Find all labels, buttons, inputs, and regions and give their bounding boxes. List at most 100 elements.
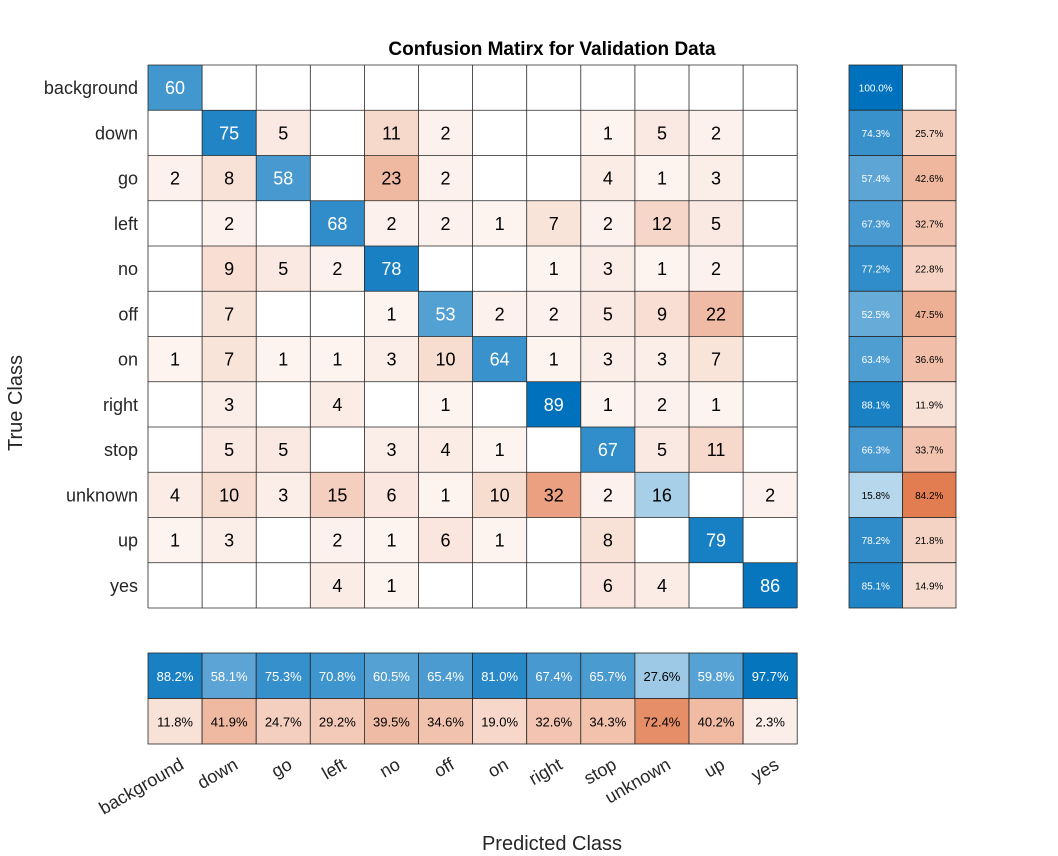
matrix-cell (310, 246, 365, 292)
matrix-cell (526, 200, 581, 246)
matrix-cell (634, 65, 689, 111)
cell-value: 4 (441, 440, 451, 460)
cell-value: 2 (603, 214, 613, 234)
row-label: unknown (66, 485, 138, 505)
cell-value: 2 (711, 259, 721, 279)
matrix-cell (364, 246, 419, 292)
matrix-cell (580, 155, 635, 201)
cell-value: 1 (278, 350, 288, 370)
matrix-cell (472, 517, 527, 563)
row-summary-correct-cell (848, 200, 903, 247)
cell-value: 3 (386, 440, 396, 460)
row-summary-incorrect-cell (902, 245, 957, 292)
cell-value: 7 (224, 304, 234, 324)
matrix-cell (364, 336, 419, 382)
row-summary-correct-value: 15.8% (862, 491, 890, 502)
column-summary-correct-value: 81.0% (481, 669, 518, 684)
matrix-cell (526, 336, 581, 382)
matrix-cell (580, 200, 635, 246)
cell-value: 3 (603, 350, 613, 370)
cell-value: 5 (657, 123, 667, 143)
matrix-cell (472, 65, 527, 111)
column-summary-incorrect-value: 32.6% (535, 714, 572, 729)
row-summary-incorrect-value: 84.2% (915, 491, 943, 502)
matrix-cell (256, 427, 311, 473)
matrix-cell (526, 517, 581, 563)
row-summary-correct-cell (848, 381, 903, 428)
matrix-cell (743, 65, 798, 111)
cell-value: 5 (224, 440, 234, 460)
column-summary-incorrect-cell (526, 698, 582, 745)
y-axis-label: True Class (5, 355, 27, 451)
cell-value: 68 (327, 214, 347, 234)
cell-value: 3 (386, 350, 396, 370)
matrix-cell (418, 472, 473, 518)
column-summary-incorrect-value: 11.8% (157, 714, 193, 729)
matrix-cell (148, 472, 203, 518)
cell-value: 3 (657, 350, 667, 370)
column-summary-incorrect-value: 34.6% (427, 714, 464, 729)
column-summary-correct-cell (634, 652, 690, 699)
row-summary-incorrect-value: 25.7% (915, 129, 943, 140)
row-summary-correct-value: 78.2% (862, 536, 890, 547)
cell-value: 75 (219, 123, 239, 143)
matrix-cell (418, 381, 473, 427)
cell-value: 5 (278, 259, 288, 279)
matrix-grid (147, 64, 798, 609)
cell-value: 89 (544, 395, 564, 415)
matrix-cell (148, 291, 203, 337)
row-summary-correct-value: 88.1% (862, 400, 890, 411)
cell-value: 86 (760, 576, 780, 596)
row-label: left (114, 214, 138, 234)
cell-value: 1 (386, 531, 396, 551)
matrix-cell (418, 427, 473, 473)
matrix-cell (310, 155, 365, 201)
matrix-cell (634, 291, 689, 337)
matrix-cell (472, 562, 527, 608)
row-label: stop (104, 440, 138, 460)
matrix-cell (743, 246, 798, 292)
column-summary-incorrect-value: 29.2% (319, 714, 356, 729)
row-summary-incorrect-cell (902, 290, 957, 337)
cell-value: 4 (603, 169, 613, 189)
matrix-cell (202, 246, 257, 292)
matrix-cell (634, 472, 689, 518)
row-summary-correct-value: 66.3% (862, 446, 890, 457)
column-summary-incorrect-cell (147, 698, 203, 745)
cell-value: 10 (436, 350, 456, 370)
cell-value: 4 (170, 485, 180, 505)
matrix-cell (472, 110, 527, 156)
row-summary-incorrect-value: 14.9% (915, 581, 943, 592)
matrix-cell (472, 472, 527, 518)
column-label: background (96, 754, 187, 818)
row-summary-correct-value: 52.5% (862, 310, 890, 321)
cell-value: 1 (441, 395, 451, 415)
column-summary-incorrect-cell (472, 698, 528, 745)
matrix-cell (148, 381, 203, 427)
matrix-cell (418, 562, 473, 608)
cell-value: 8 (603, 531, 613, 551)
column-summary-incorrect-cell (309, 698, 365, 745)
cell-value: 7 (711, 350, 721, 370)
column-summary-correct-value: 70.8% (319, 669, 356, 684)
column-summary-correct-cell (201, 652, 257, 699)
matrix-cell (364, 65, 419, 111)
column-summary-correct-value: 88.2% (157, 669, 194, 684)
matrix-cell (418, 200, 473, 246)
matrix-cell (580, 246, 635, 292)
column-label: go (268, 754, 295, 781)
matrix-cell (202, 562, 257, 608)
matrix-cell (310, 562, 365, 608)
column-summary-correct-cell (742, 652, 798, 699)
matrix-cell (256, 472, 311, 518)
matrix-cell (418, 65, 473, 111)
cell-value: 22 (706, 304, 726, 324)
row-summary-incorrect-value: 42.6% (915, 174, 943, 185)
column-summary-correct-cell (309, 652, 365, 699)
matrix-cell (256, 110, 311, 156)
matrix-cell (580, 472, 635, 518)
column-summary-incorrect-value: 2.3% (755, 714, 785, 729)
column-summary-incorrect-value: 40.2% (698, 714, 735, 729)
row-summary-incorrect-value: 36.6% (915, 355, 943, 366)
matrix-cell (148, 427, 203, 473)
